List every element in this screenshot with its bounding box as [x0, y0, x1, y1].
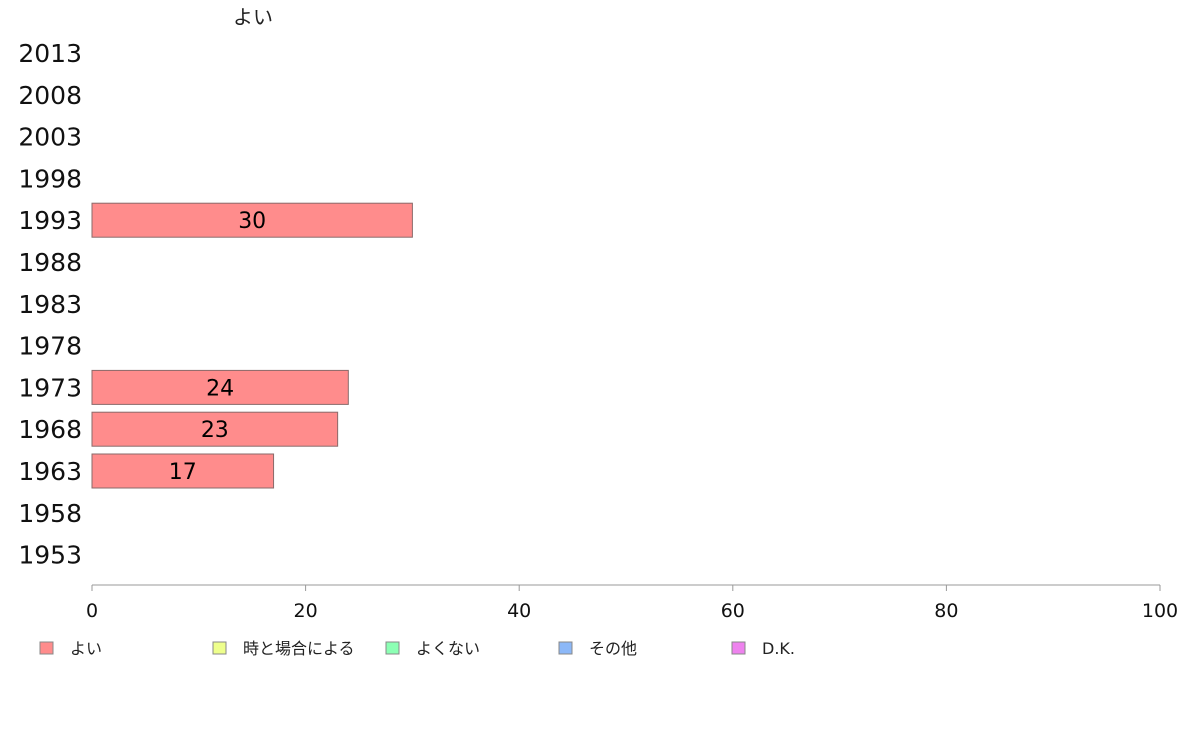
category-label: 2003 [18, 123, 82, 152]
legend-label: よくない [416, 639, 480, 658]
x-tick-label: 40 [507, 600, 531, 622]
bar-value-label: 17 [169, 460, 197, 485]
legend: よい 時と場合による よくない その他 D.K. [39, 639, 795, 658]
bar-value-label: 24 [206, 376, 234, 401]
category-label: 1978 [18, 332, 82, 361]
category-label: 1968 [18, 415, 82, 444]
category-label: 1953 [18, 541, 82, 570]
category-label: 2013 [18, 39, 82, 68]
category-label: 1983 [18, 290, 82, 319]
bar-value-label: 30 [238, 209, 266, 234]
bar-value-label: 23 [201, 418, 229, 443]
legend-label: その他 [589, 639, 637, 658]
legend-label: よい [70, 639, 102, 658]
category-label: 1958 [18, 499, 82, 528]
legend-label: 時と場合による [243, 639, 355, 658]
category-label: 2008 [18, 81, 82, 110]
bar [91, 411, 339, 447]
x-axis-ticks: 0 20 40 60 80 100 [86, 585, 1178, 622]
legend-label: D.K. [762, 639, 795, 658]
legend-swatch [385, 641, 400, 655]
bar [91, 202, 413, 238]
legend-swatch [558, 641, 573, 655]
bar [91, 453, 275, 489]
bars [91, 202, 413, 489]
series-title: よい [233, 5, 273, 29]
category-label: 1998 [18, 164, 82, 193]
category-label: 1988 [18, 248, 82, 277]
x-tick-label: 20 [294, 600, 318, 622]
category-label: 1993 [18, 206, 82, 235]
legend-swatch [212, 641, 227, 655]
x-tick-label: 80 [934, 600, 958, 622]
category-label: 1973 [18, 373, 82, 402]
x-tick-label: 60 [721, 600, 745, 622]
category-label: 1963 [18, 457, 82, 486]
x-tick-label: 0 [86, 600, 98, 622]
category-labels: 2013 2008 2003 1998 1993 1988 1983 1978 1973 1968… [18, 39, 82, 570]
x-tick-label: 100 [1142, 600, 1178, 622]
bar [91, 369, 349, 405]
legend-swatch [39, 641, 54, 655]
legend-swatch [731, 641, 746, 655]
